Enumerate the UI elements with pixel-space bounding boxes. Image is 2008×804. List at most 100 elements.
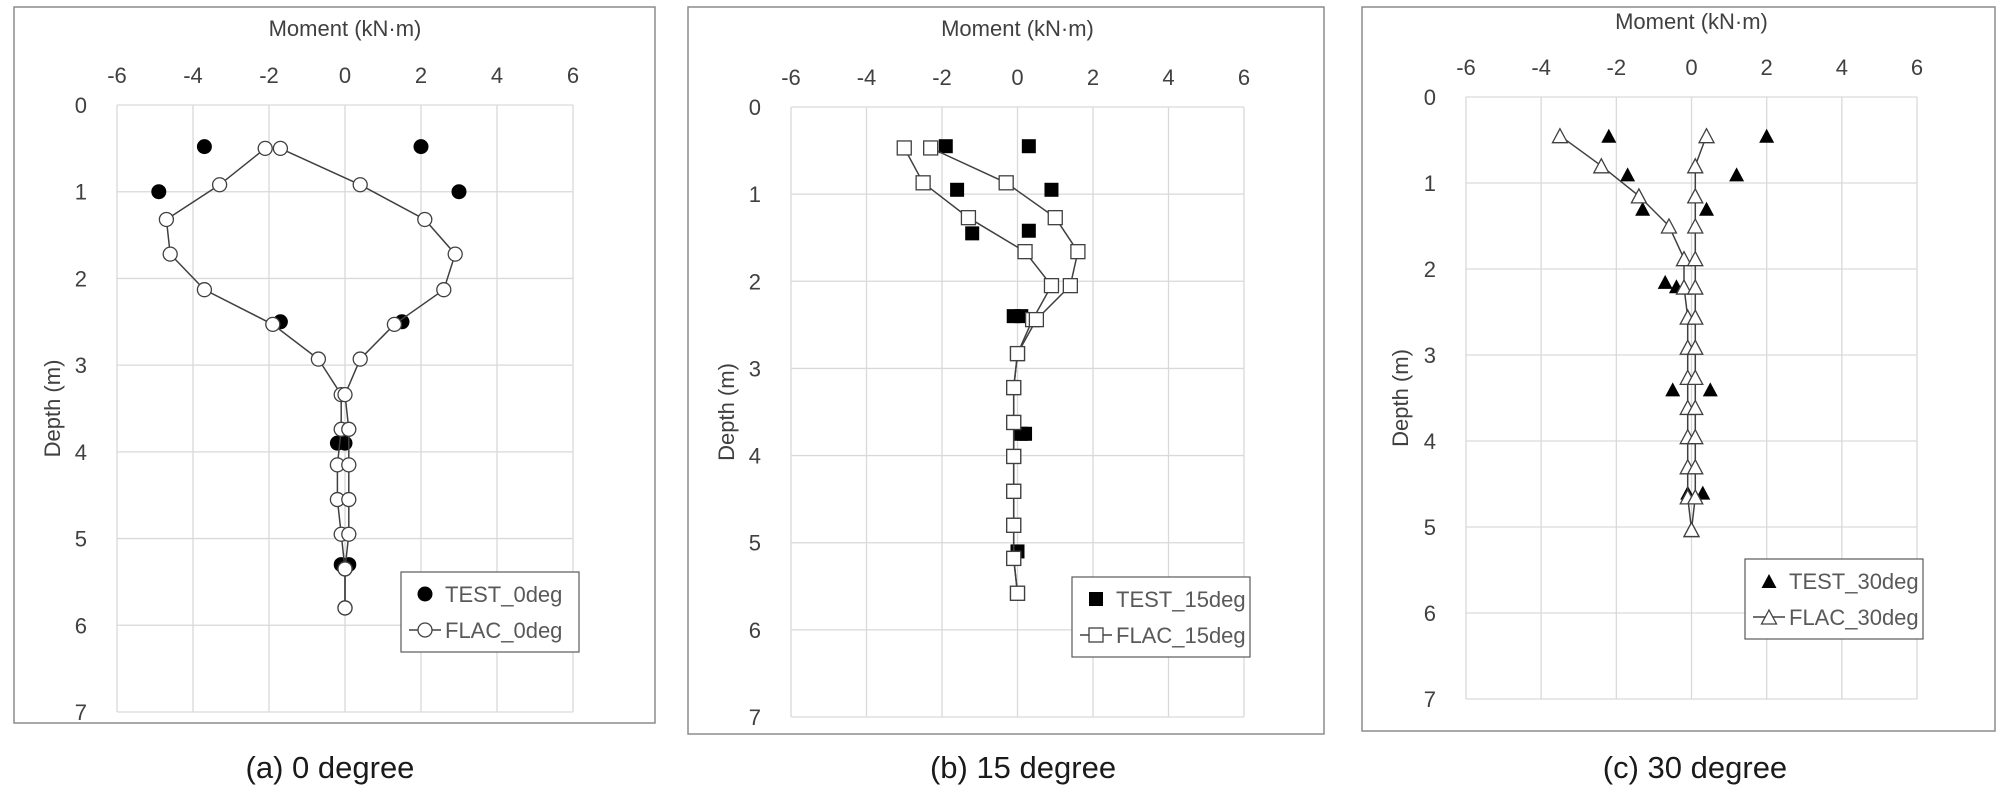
- legend: TEST_30deg FLAC_30deg: [1744, 558, 1924, 640]
- x-axis-title: Moment (kN·m): [1615, 9, 1768, 34]
- y-tick-label: 1: [1424, 171, 1436, 196]
- data-point: [310, 351, 327, 367]
- data-point: [1028, 311, 1045, 328]
- data-point: [1006, 414, 1022, 431]
- data-point: [272, 140, 289, 157]
- x-tick-label: 0: [1011, 65, 1023, 90]
- y-tick-label: 2: [749, 269, 761, 294]
- data-point: [1006, 448, 1022, 465]
- data-point: [1043, 277, 1060, 294]
- x-tick-label: 6: [567, 63, 579, 88]
- data-point: [1009, 345, 1026, 362]
- series-FLAC_0deg: [158, 140, 463, 616]
- y-tick-label: 4: [749, 444, 761, 469]
- legend-label: FLAC_0deg: [445, 618, 562, 643]
- x-tick-label: 2: [1087, 65, 1099, 90]
- x-tick-label: -4: [1531, 55, 1551, 80]
- data-point: [211, 177, 228, 193]
- data-point: [1682, 521, 1701, 538]
- data-point: [1686, 338, 1704, 355]
- series-FLAC_30deg: [1551, 127, 1716, 538]
- data-point: [1044, 182, 1059, 197]
- legend: TEST_0deg FLAC_0deg: [400, 571, 580, 653]
- legend-box: [1744, 558, 1924, 640]
- y-tick-label: 0: [1424, 85, 1436, 110]
- data-point: [1601, 128, 1617, 143]
- data-point: [1017, 244, 1033, 260]
- data-point: [998, 175, 1014, 191]
- data-point: [1759, 128, 1775, 143]
- x-tick-label: 4: [491, 63, 503, 88]
- data-point: [1014, 309, 1029, 324]
- y-tick-label: 1: [75, 180, 87, 205]
- legend: TEST_15deg FLAC_15deg: [1071, 576, 1251, 658]
- panel-caption: (b) 15 degree: [930, 750, 1116, 785]
- x-tick-label: -6: [1456, 55, 1476, 80]
- y-axis-title: Depth (m): [1388, 349, 1413, 447]
- data-point: [965, 226, 980, 241]
- series-FLAC_15deg: [896, 140, 1086, 601]
- data-point: [1686, 250, 1704, 267]
- x-axis-title: Moment (kN·m): [269, 16, 422, 41]
- y-tick-label: 0: [75, 93, 87, 118]
- data-point: [1660, 217, 1678, 234]
- data-point: [1006, 483, 1022, 499]
- legend-marker: [417, 586, 433, 602]
- y-tick-label: 4: [1424, 429, 1436, 454]
- y-tick-label: 4: [75, 440, 87, 465]
- data-point: [1551, 127, 1569, 144]
- y-tick-label: 2: [1424, 257, 1436, 282]
- data-point: [1006, 517, 1022, 533]
- legend-marker: [1760, 608, 1778, 625]
- legend-marker: [417, 622, 433, 638]
- data-point: [1630, 187, 1648, 204]
- data-point: [950, 182, 965, 197]
- chart-panel-2: -6 -4 -2 0 2 4 6 0 1 2 3 4 5 6 7 Moment (kN·m) Depth (m)…: [687, 6, 1325, 785]
- y-axis-title: Depth (m): [40, 360, 65, 458]
- data-point: [1047, 210, 1063, 226]
- x-tick-label: -2: [1607, 55, 1627, 80]
- data-point: [1686, 428, 1704, 445]
- data-point: [1006, 550, 1022, 567]
- data-point: [417, 211, 433, 228]
- data-point: [1018, 426, 1033, 441]
- x-tick-label: 6: [1911, 55, 1923, 80]
- data-point: [386, 316, 403, 333]
- x-tick-label: 6: [1238, 65, 1250, 90]
- data-point: [923, 140, 939, 156]
- x-tick-label: -2: [259, 63, 279, 88]
- data-point: [1009, 585, 1026, 601]
- data-point: [1021, 223, 1036, 238]
- data-point: [337, 600, 353, 616]
- y-tick-label: 6: [749, 618, 761, 643]
- data-point: [960, 210, 977, 226]
- data-point: [1686, 308, 1704, 325]
- data-point: [341, 421, 357, 437]
- data-point: [1686, 217, 1704, 234]
- data-point: [413, 139, 429, 155]
- data-point: [1021, 139, 1036, 154]
- data-point: [1686, 399, 1704, 416]
- y-tick-label: 7: [749, 705, 761, 730]
- x-tick-label: -4: [183, 63, 203, 88]
- panel-caption: (a) 0 degree: [246, 750, 415, 785]
- data-point: [1592, 157, 1610, 174]
- data-point: [352, 351, 368, 367]
- x-tick-label: 4: [1836, 55, 1848, 80]
- x-tick-label: 2: [1761, 55, 1773, 80]
- data-point: [1686, 368, 1704, 386]
- legend-label: FLAC_15deg: [1116, 623, 1246, 648]
- data-point: [436, 282, 452, 298]
- data-point: [938, 139, 953, 154]
- x-tick-label: -6: [781, 65, 801, 90]
- data-point: [265, 316, 281, 333]
- legend-label: TEST_15deg: [1116, 587, 1246, 612]
- data-point: [341, 526, 357, 542]
- x-tick-label: -2: [932, 65, 952, 90]
- y-tick-label: 7: [75, 700, 87, 725]
- x-tick-label: 2: [415, 63, 427, 88]
- panel-caption: (c) 30 degree: [1603, 750, 1787, 785]
- data-point: [1006, 379, 1022, 396]
- legend-box: [1071, 576, 1251, 658]
- data-point: [352, 177, 368, 193]
